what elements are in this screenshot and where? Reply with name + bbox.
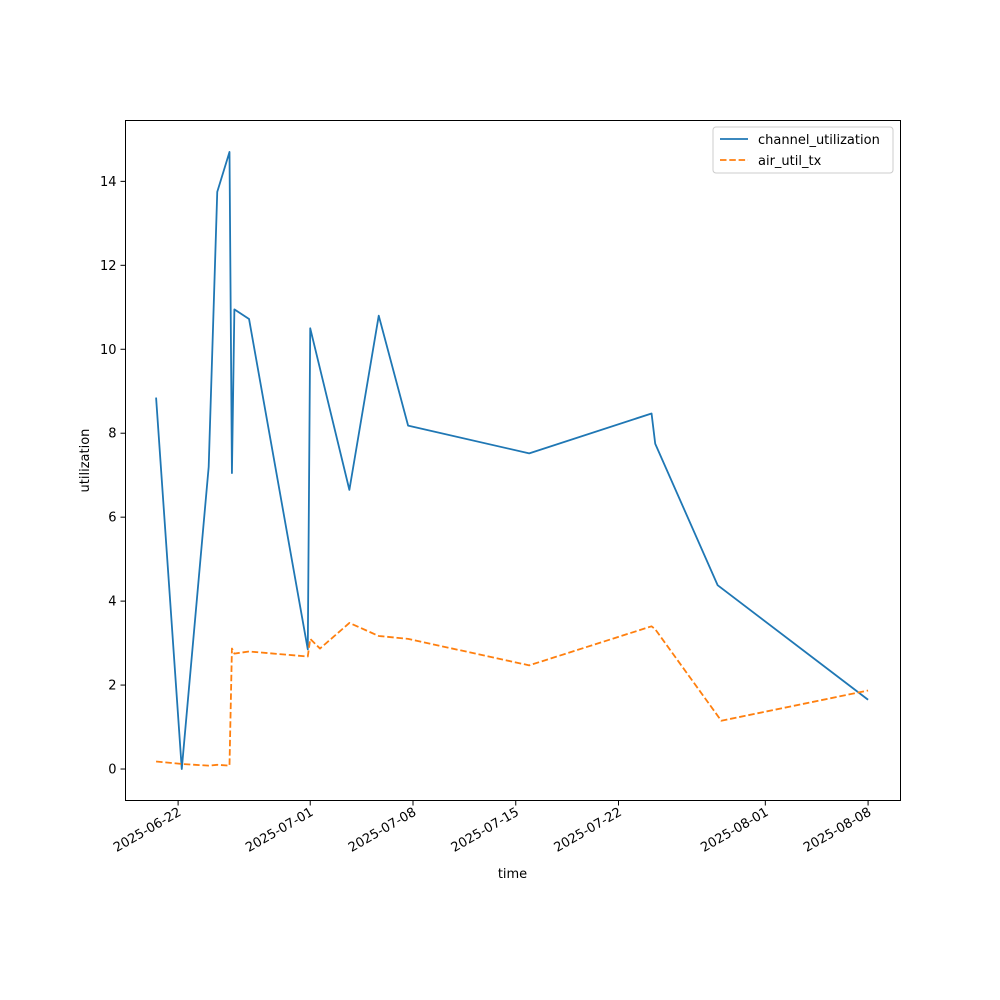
legend: channel_utilization air_util_tx: [712, 126, 894, 174]
y-tick-label: 6: [108, 511, 116, 526]
legend-label-air-util-tx: air_util_tx: [758, 154, 822, 169]
series-line-air-util-tx: [155, 622, 869, 767]
y-tick-label: 10: [100, 343, 117, 358]
y-tick-label: 4: [108, 595, 116, 610]
y-tick-label: 8: [108, 427, 116, 442]
legend-box: [712, 126, 894, 174]
y-axis: 0 2 4 6 8 10 12 14: [100, 175, 126, 778]
x-axis-title: time: [498, 867, 527, 882]
y-tick-label: 14: [100, 175, 117, 190]
y-tick-label: 0: [108, 763, 116, 778]
y-tick-label: 12: [100, 259, 117, 274]
y-tick-label: 2: [108, 679, 116, 694]
y-axis-title: utilization: [78, 429, 93, 493]
series-line-channel-utilization: [155, 151, 869, 770]
series-layer: [155, 151, 869, 770]
plot-area-frame: [125, 120, 901, 801]
legend-label-channel-utilization: channel_utilization: [758, 133, 880, 148]
